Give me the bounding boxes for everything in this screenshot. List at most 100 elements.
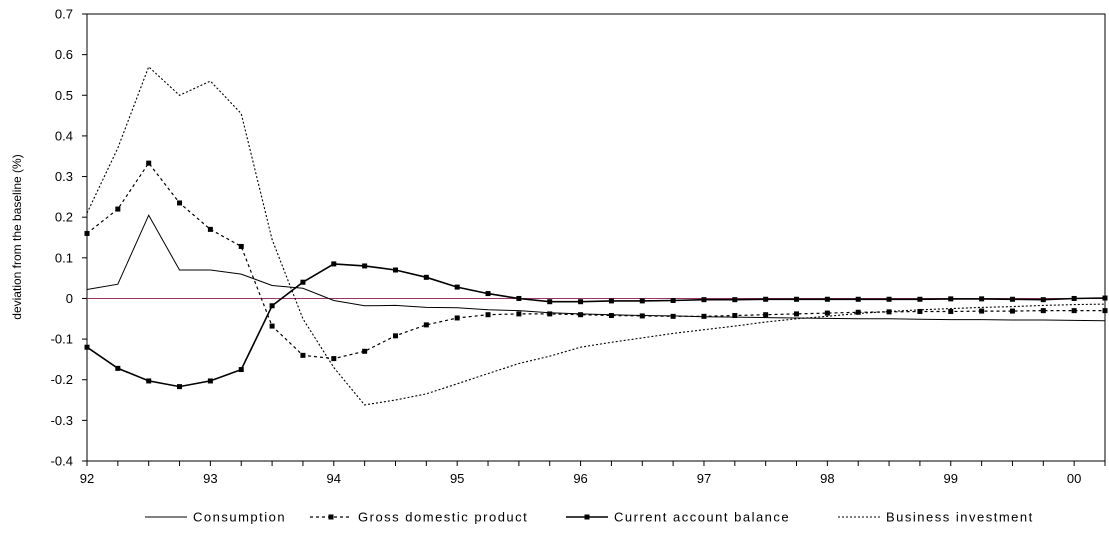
x-tick-label: 92 bbox=[80, 471, 94, 486]
data-point bbox=[238, 243, 244, 249]
data-point bbox=[454, 315, 460, 321]
data-point bbox=[670, 297, 676, 303]
x-tick-label: 00 bbox=[1067, 471, 1081, 486]
data-point bbox=[269, 323, 275, 329]
data-point bbox=[763, 296, 769, 302]
data-point bbox=[639, 298, 645, 304]
data-point bbox=[824, 296, 830, 302]
data-point bbox=[608, 298, 614, 304]
y-tick-label: -0.4 bbox=[51, 454, 73, 469]
data-point bbox=[392, 267, 398, 273]
data-point bbox=[84, 344, 90, 350]
x-tick-label: 93 bbox=[203, 471, 217, 486]
y-tick-label: -0.2 bbox=[51, 372, 73, 387]
data-point bbox=[177, 384, 183, 390]
data-point bbox=[516, 311, 522, 317]
series-layer bbox=[84, 65, 1108, 406]
data-point bbox=[84, 230, 90, 236]
data-point bbox=[115, 365, 121, 371]
y-tick-label: 0.4 bbox=[55, 128, 73, 143]
data-point bbox=[331, 356, 337, 362]
legend-label: Consumption bbox=[193, 510, 286, 525]
data-point bbox=[1009, 296, 1015, 302]
y-tick-label: 0.1 bbox=[55, 250, 73, 265]
legend-item: Business investment bbox=[838, 510, 1032, 525]
legend-marker bbox=[584, 514, 590, 520]
data-point bbox=[917, 296, 923, 302]
series-gross-domestic-product bbox=[84, 160, 1108, 362]
data-point bbox=[485, 291, 491, 297]
x-axis: 92 93 94 95 96 97 98 99 00 bbox=[80, 461, 1106, 486]
y-tick-label: 0.2 bbox=[55, 210, 73, 225]
legend-label: Gross domestic product bbox=[358, 510, 528, 525]
data-point bbox=[855, 309, 861, 315]
y-tick-label: 0.6 bbox=[55, 47, 73, 62]
legend-label: Current account balance bbox=[614, 510, 790, 525]
data-point bbox=[732, 313, 738, 319]
data-point bbox=[423, 322, 429, 328]
y-tick-label: 0.7 bbox=[55, 7, 73, 22]
data-point bbox=[763, 312, 769, 318]
data-point bbox=[331, 261, 337, 267]
legend-item: Current account balance bbox=[566, 510, 790, 525]
data-point bbox=[115, 206, 121, 212]
data-point bbox=[948, 308, 954, 314]
data-point bbox=[485, 312, 491, 318]
data-point bbox=[547, 299, 553, 305]
data-point bbox=[794, 296, 800, 302]
data-point bbox=[979, 296, 985, 302]
x-tick-label: 95 bbox=[450, 471, 464, 486]
data-point bbox=[732, 297, 738, 303]
data-point bbox=[238, 367, 244, 373]
data-point bbox=[1040, 308, 1046, 314]
data-point bbox=[855, 296, 861, 302]
data-point bbox=[979, 308, 985, 314]
data-point bbox=[886, 309, 892, 315]
plot-area bbox=[86, 13, 1106, 462]
data-point bbox=[948, 296, 954, 302]
y-tick-label: -0.3 bbox=[51, 413, 73, 428]
legend-item: Gross domestic product bbox=[310, 510, 528, 525]
legend-marker bbox=[328, 514, 334, 520]
data-point bbox=[1040, 297, 1046, 303]
series-line bbox=[86, 214, 1106, 322]
data-point bbox=[917, 308, 923, 314]
data-point bbox=[1102, 295, 1108, 301]
y-tick-label: 0.3 bbox=[55, 169, 73, 184]
data-point bbox=[1071, 295, 1077, 301]
series-line bbox=[86, 263, 1106, 388]
y-axis-label: deviation from the baseline (%) bbox=[10, 154, 24, 319]
data-point bbox=[300, 352, 306, 358]
data-point bbox=[269, 303, 275, 309]
data-point bbox=[177, 200, 183, 206]
data-point bbox=[701, 297, 707, 303]
data-point bbox=[886, 296, 892, 302]
y-tick-label: 0.5 bbox=[55, 88, 73, 103]
data-point bbox=[146, 378, 152, 384]
y-tick-label: 0 bbox=[66, 291, 73, 306]
data-point bbox=[392, 333, 398, 339]
data-point bbox=[701, 313, 707, 319]
data-point bbox=[423, 274, 429, 280]
data-point bbox=[1071, 308, 1077, 314]
data-point bbox=[146, 160, 152, 166]
data-point bbox=[362, 263, 368, 269]
data-point bbox=[207, 226, 213, 232]
series-business-investment bbox=[86, 65, 1106, 406]
data-point bbox=[207, 378, 213, 384]
x-tick-label: 98 bbox=[820, 471, 834, 486]
data-point bbox=[1009, 308, 1015, 314]
data-point bbox=[794, 311, 800, 317]
data-point bbox=[578, 299, 584, 305]
data-point bbox=[516, 295, 522, 301]
series-line bbox=[86, 162, 1105, 360]
series-current-account-balance bbox=[84, 261, 1108, 390]
data-point bbox=[639, 313, 645, 319]
x-tick-label: 96 bbox=[573, 471, 587, 486]
data-point bbox=[578, 312, 584, 318]
y-axis: 0.7 0.6 0.5 0.4 0.3 0.2 0.1 0 -0.1 -0.2 -0.3 -0.4 bbox=[51, 7, 87, 469]
x-tick-label: 94 bbox=[327, 471, 341, 486]
data-point bbox=[608, 313, 614, 319]
data-point bbox=[454, 284, 460, 290]
